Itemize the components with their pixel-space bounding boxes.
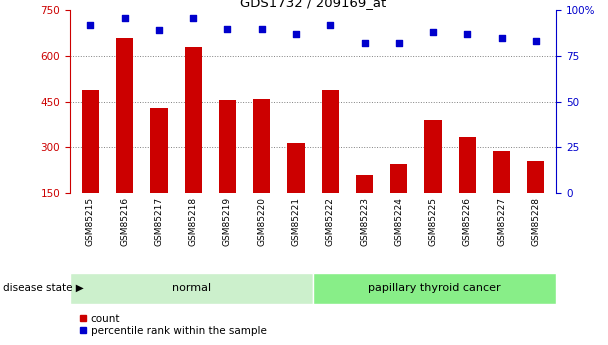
Point xyxy=(325,22,335,28)
Bar xyxy=(356,175,373,193)
Text: GSM85224: GSM85224 xyxy=(394,197,403,246)
Text: GSM85218: GSM85218 xyxy=(188,197,198,246)
Bar xyxy=(458,137,476,193)
Point xyxy=(223,26,232,31)
Point xyxy=(291,31,301,37)
Bar xyxy=(313,273,556,304)
Text: GSM85222: GSM85222 xyxy=(326,197,335,246)
Point xyxy=(394,40,404,46)
Point xyxy=(257,26,266,31)
Bar xyxy=(82,90,99,193)
Text: papillary thyroid cancer: papillary thyroid cancer xyxy=(368,283,501,293)
Bar xyxy=(424,120,441,193)
Text: disease state ▶: disease state ▶ xyxy=(3,283,84,293)
Bar xyxy=(288,143,305,193)
Bar xyxy=(493,150,510,193)
Bar xyxy=(253,99,271,193)
Text: GSM85216: GSM85216 xyxy=(120,197,130,246)
Point xyxy=(497,35,506,41)
Bar xyxy=(219,100,236,193)
Point xyxy=(428,30,438,35)
Title: GDS1732 / 209169_at: GDS1732 / 209169_at xyxy=(240,0,386,9)
Text: GSM85220: GSM85220 xyxy=(257,197,266,246)
Bar xyxy=(116,38,133,193)
Point xyxy=(120,15,130,20)
Text: GSM85217: GSM85217 xyxy=(154,197,164,246)
Text: GSM85227: GSM85227 xyxy=(497,197,506,246)
Point xyxy=(86,22,95,28)
Bar xyxy=(150,108,168,193)
Bar xyxy=(185,47,202,193)
Bar xyxy=(322,90,339,193)
Text: normal: normal xyxy=(172,283,211,293)
Text: GSM85226: GSM85226 xyxy=(463,197,472,246)
Point xyxy=(188,15,198,20)
Text: GSM85219: GSM85219 xyxy=(223,197,232,246)
Text: GSM85225: GSM85225 xyxy=(429,197,438,246)
Bar xyxy=(390,164,407,193)
Legend: count, percentile rank within the sample: count, percentile rank within the sample xyxy=(75,309,271,340)
Point xyxy=(360,40,370,46)
Text: GSM85228: GSM85228 xyxy=(531,197,541,246)
Bar xyxy=(527,161,544,193)
Bar xyxy=(70,273,313,304)
Point xyxy=(154,28,164,33)
Text: GSM85215: GSM85215 xyxy=(86,197,95,246)
Text: GSM85221: GSM85221 xyxy=(291,197,300,246)
Text: GSM85223: GSM85223 xyxy=(360,197,369,246)
Point xyxy=(531,39,541,44)
Point xyxy=(463,31,472,37)
